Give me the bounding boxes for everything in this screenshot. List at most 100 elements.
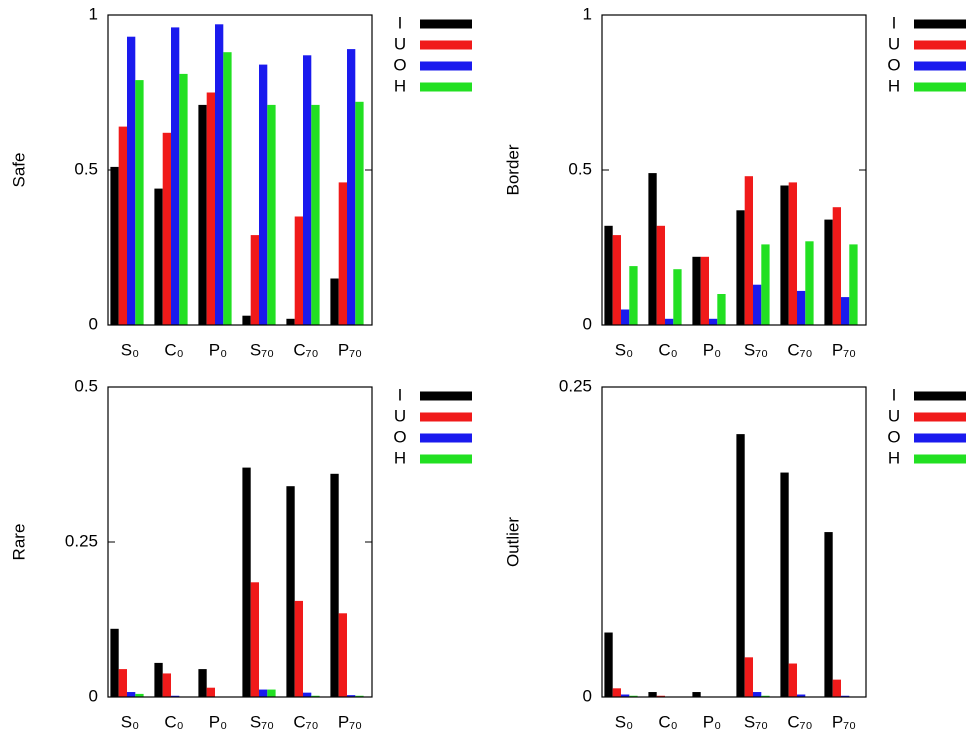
legend-label: H [394, 76, 406, 95]
bar [788, 182, 797, 325]
bar [286, 318, 295, 325]
bar [824, 219, 833, 325]
bar [692, 692, 701, 697]
x-tick-label: S₇₀ [250, 712, 274, 731]
x-tick-label: C₀ [164, 340, 183, 359]
bar [629, 695, 638, 697]
bar [736, 434, 745, 697]
legend-label: U [394, 406, 406, 425]
bar [824, 532, 833, 697]
bar [744, 657, 753, 697]
bar [347, 49, 356, 325]
bar [267, 689, 276, 697]
bar [621, 694, 630, 697]
y-tick-label: 1 [583, 4, 592, 23]
bar [761, 695, 770, 697]
plot-frame [107, 386, 373, 698]
bar [303, 55, 312, 326]
bar [154, 662, 163, 697]
bar [135, 693, 144, 697]
legend-label: O [887, 55, 900, 74]
y-tick-label: 0.5 [74, 159, 98, 178]
x-tick-label: P₇₀ [338, 712, 362, 731]
x-tick-label: C₀ [658, 712, 677, 731]
bar [330, 473, 339, 697]
bar [717, 294, 726, 325]
bar [656, 225, 665, 325]
bar [267, 104, 276, 326]
bar [744, 176, 753, 325]
legend-label: U [394, 34, 406, 53]
x-tick-label: S₇₀ [250, 340, 274, 359]
x-tick-label: S₀ [615, 712, 633, 731]
bar [665, 318, 674, 325]
x-tick-label: S₇₀ [744, 340, 768, 359]
plot-frame [107, 14, 373, 326]
x-tick-label: S₀ [121, 340, 139, 359]
bar [206, 687, 215, 697]
bar [311, 695, 320, 697]
bar [797, 694, 806, 697]
legend-label: H [888, 448, 900, 467]
x-tick-label: P₀ [209, 712, 227, 731]
x-tick-label: P₀ [703, 712, 721, 731]
bar [832, 679, 841, 697]
bar [242, 467, 251, 697]
bar [259, 689, 268, 697]
bar [849, 244, 858, 325]
bar [709, 318, 718, 325]
legend-label: H [888, 76, 900, 95]
legend-label: U [888, 34, 900, 53]
bar [338, 182, 347, 325]
legend-label: O [393, 427, 406, 446]
y-tick-label: 0.25 [559, 376, 592, 395]
legend-label: O [393, 55, 406, 74]
y-axis-label: Rare [9, 524, 28, 561]
legend-label: H [394, 448, 406, 467]
y-tick-label: 0.25 [65, 531, 98, 550]
bar [250, 582, 259, 697]
x-tick-label: P₇₀ [338, 340, 362, 359]
bar [294, 600, 303, 697]
legend-label: I [892, 385, 897, 404]
bar [612, 688, 621, 697]
bar [206, 92, 215, 325]
bar [171, 27, 180, 326]
bar [621, 309, 630, 325]
bar [110, 628, 119, 697]
legend-label: I [892, 13, 897, 32]
y-tick-label: 0 [583, 314, 592, 333]
bar [648, 692, 657, 697]
x-tick-label: C₀ [658, 340, 677, 359]
bar [648, 173, 657, 325]
bar [118, 126, 127, 325]
legend-label: I [398, 385, 403, 404]
bar [841, 297, 850, 325]
y-tick-label: 1 [89, 4, 98, 23]
bar [780, 185, 789, 325]
bar [604, 225, 613, 325]
x-tick-label: P₇₀ [832, 712, 856, 731]
bar [604, 632, 613, 697]
x-tick-label: P₀ [209, 340, 227, 359]
x-tick-label: C₇₀ [787, 712, 812, 731]
bar [736, 210, 745, 325]
plot-frame [601, 14, 867, 326]
y-axis-label: Border [503, 144, 522, 195]
bar [286, 486, 295, 697]
bar [179, 73, 188, 326]
bar [198, 669, 207, 697]
bar [311, 104, 320, 326]
bar [780, 472, 789, 697]
bar [797, 290, 806, 325]
bar [753, 692, 762, 697]
bar [242, 315, 251, 325]
bar [629, 266, 638, 325]
bar [673, 269, 682, 325]
plot-frame [601, 386, 867, 698]
bar [294, 216, 303, 325]
bar [250, 235, 259, 325]
bar [215, 24, 224, 326]
bar [347, 695, 356, 697]
